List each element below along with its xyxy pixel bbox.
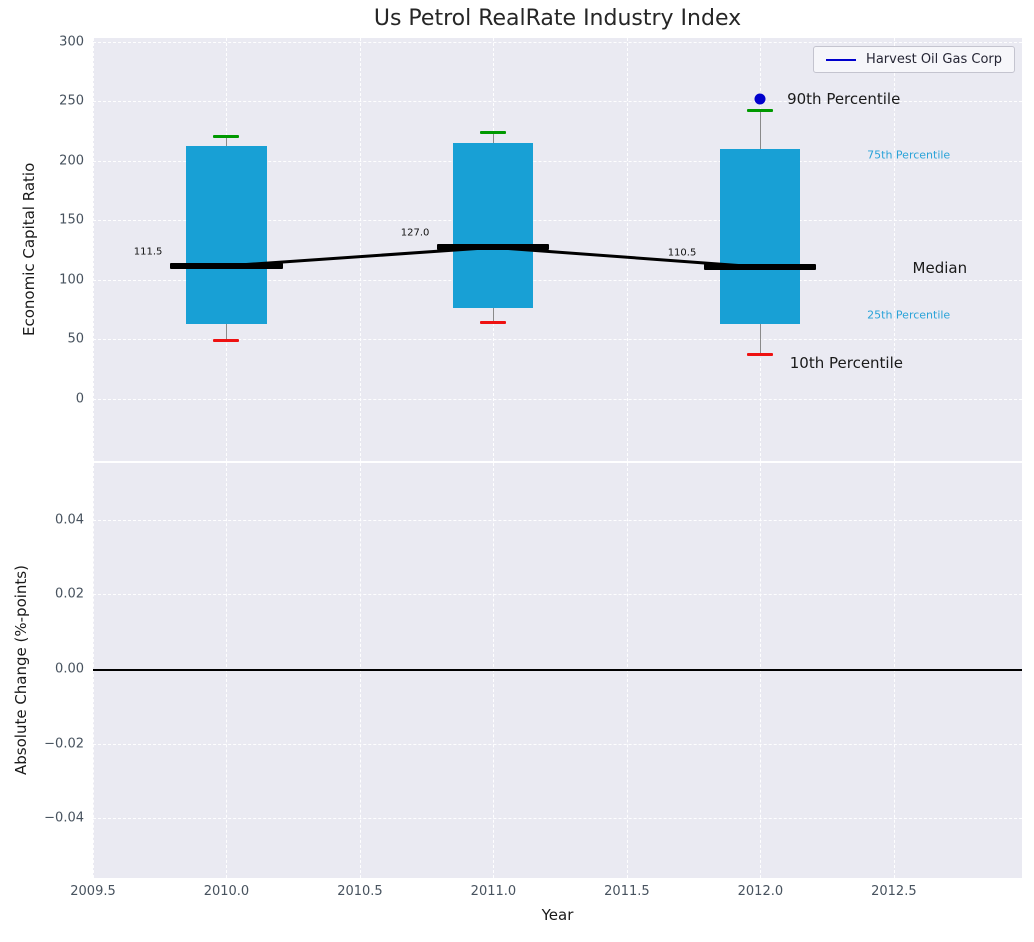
gridline-vertical (893, 38, 895, 461)
gridline-horizontal (93, 818, 1022, 820)
x-tick-label: 2010.0 (203, 884, 250, 899)
gridline-horizontal (93, 519, 1022, 521)
legend-label: Harvest Oil Gas Corp (866, 52, 1002, 67)
whisker-cap-low-2010 (213, 338, 240, 342)
gridline-vertical (93, 38, 94, 461)
y-tick-label: 200 (59, 153, 84, 169)
gridline-horizontal (93, 160, 1022, 162)
chart-title: Us Petrol RealRate Industry Index (373, 6, 742, 31)
gridline-vertical (626, 38, 628, 461)
bottom-axes: 0.04 0.02 0.00 −0.02 −0.04 (44, 463, 1022, 878)
company-marker (754, 93, 766, 105)
y-tick-label: 250 (59, 93, 84, 109)
y-tick-label: 50 (67, 331, 84, 347)
annotation-10th-percentile: 10th Percentile (789, 353, 903, 372)
annotation-75th-percentile: 75th Percentile (867, 148, 951, 162)
y-tick-label: 100 (59, 272, 84, 288)
zero-line (93, 669, 1022, 671)
y-tick-label: 0.00 (55, 661, 84, 677)
x-tick-label: 2009.5 (70, 884, 116, 899)
gridline-horizontal (93, 41, 1022, 43)
y-tick-label: 150 (59, 212, 84, 228)
y-tick-label: 300 (59, 34, 84, 50)
whisker-cap-high-2010 (213, 135, 240, 139)
median-segment-2011 (437, 244, 550, 251)
median-value-label-2010: 111.5 (133, 246, 163, 258)
y-tick-label: 0.02 (55, 586, 84, 602)
iqr-box-2010 (186, 146, 267, 324)
y-tick-label: 0.04 (55, 512, 84, 528)
x-tick-label: 2010.5 (337, 884, 383, 899)
gridline-horizontal (93, 279, 1022, 281)
whisker-cap-low-2011 (480, 320, 507, 324)
y-tick-label: −0.02 (44, 736, 84, 752)
whisker-cap-high-2011 (480, 130, 507, 134)
gridline-horizontal (93, 220, 1022, 222)
whisker-cap-high-2012 (747, 109, 774, 113)
x-tick-label: 2012.5 (871, 884, 917, 899)
gridline-horizontal (93, 339, 1022, 341)
y-tick-label: 0 (75, 391, 84, 407)
y-axis-label-bottom: Absolute Change (%-points) (12, 565, 30, 776)
x-axis-label: Year (541, 906, 574, 924)
gridline-vertical (359, 38, 361, 461)
x-tick-label: 2012.0 (737, 884, 784, 899)
gridline-horizontal (93, 398, 1022, 400)
whisker-cap-low-2012 (747, 353, 774, 356)
annotation-median: Median (912, 258, 968, 277)
top-axes: Harvest Oil Gas Corp 300 250 200 150 100 50 0 1… (59, 34, 1022, 461)
gridline-horizontal (93, 594, 1022, 596)
x-tick-label: 2011.5 (604, 884, 650, 899)
legend: Harvest Oil Gas Corp (813, 46, 1015, 73)
x-tick-label: 2011.0 (470, 884, 517, 899)
median-value-label-2011: 127.0 (400, 227, 430, 239)
median-segment-2012 (704, 264, 817, 271)
y-tick-label: −0.04 (44, 810, 84, 826)
annotation-25th-percentile: 25th Percentile (867, 308, 951, 322)
gridline-horizontal (93, 743, 1022, 745)
median-value-label-2012: 110.5 (667, 247, 697, 259)
gridline-horizontal (93, 101, 1022, 103)
iqr-box-2011 (453, 142, 534, 309)
iqr-box-2012 (720, 148, 801, 324)
legend-line-sample (826, 58, 857, 61)
annotation-90th-percentile: 90th Percentile (787, 89, 901, 108)
y-axis-label-top: Economic Capital Ratio (20, 162, 38, 337)
median-segment-2010 (170, 262, 283, 269)
